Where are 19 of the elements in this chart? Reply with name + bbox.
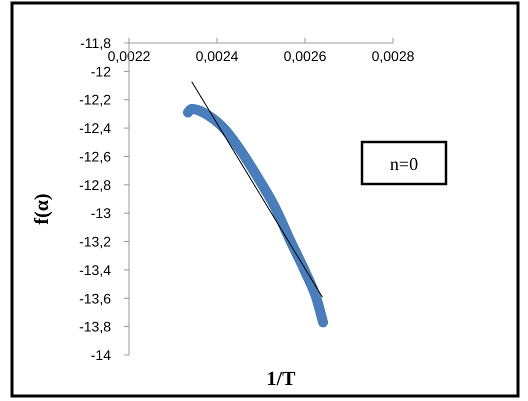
x-axis-title: 1/T (266, 368, 296, 390)
y-tick-label: -13,6 (79, 290, 112, 306)
y-tick-label: -12,2 (79, 92, 112, 108)
x-tick-label: 0,0024 (196, 48, 239, 64)
y-tick-label: -14 (90, 347, 112, 363)
y-tick-label: -12,4 (79, 120, 112, 136)
y-axis-title: f(α) (31, 193, 53, 225)
x-tick-label: 0,0022 (108, 48, 151, 64)
y-tick-label: -13,8 (79, 318, 112, 335)
x-tick-label: 0,0026 (284, 48, 327, 64)
y-tick-label: -13,2 (79, 234, 112, 250)
y-tick-label: -12 (90, 63, 112, 80)
y-tick-label: -12,6 (79, 148, 112, 164)
y-tick-label: -12,8 (79, 176, 112, 193)
y-tick-label: -13 (90, 205, 112, 222)
x-tick-label: 0,0028 (372, 48, 415, 64)
y-tick-label: -13,4 (79, 262, 112, 278)
annotation: n=0 (390, 154, 418, 174)
y-tick-label: -11,8 (80, 35, 112, 51)
